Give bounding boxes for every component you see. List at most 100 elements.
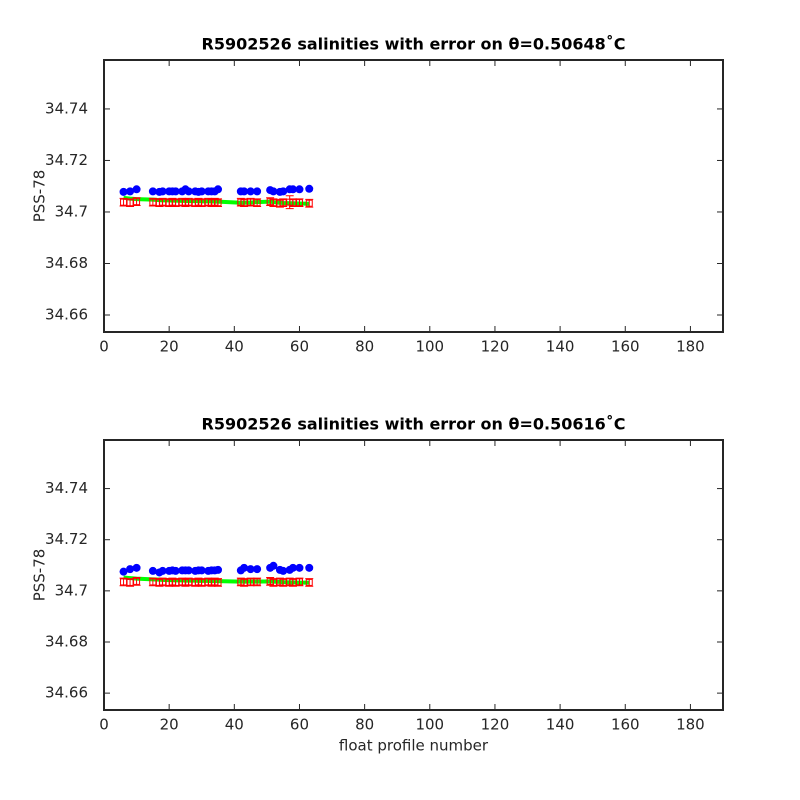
x-tick-label: 60 <box>290 716 309 734</box>
y-tick-label: 34.7 <box>55 202 88 220</box>
x-tick-label: 120 <box>481 716 510 734</box>
point <box>126 565 135 574</box>
y-tick-label: 34.72 <box>45 530 88 548</box>
point <box>158 566 167 575</box>
point <box>171 187 180 196</box>
point <box>269 199 277 207</box>
y-axis-label: PSS-78 <box>31 549 49 602</box>
chart-title: R5902526 salinities with error on θ=0.50… <box>202 415 626 434</box>
point <box>240 578 248 586</box>
x-tick-label: 140 <box>546 716 575 734</box>
point <box>295 185 304 194</box>
point <box>214 199 222 207</box>
point <box>253 187 262 196</box>
x-tick-label: 100 <box>415 716 444 734</box>
x-tick-label: 140 <box>546 338 575 356</box>
point <box>185 578 193 586</box>
x-tick-label: 80 <box>355 716 374 734</box>
axes-frame <box>103 59 724 333</box>
y-tick-label: 34.72 <box>45 151 88 169</box>
x-tick-label: 160 <box>611 338 640 356</box>
point <box>295 578 303 586</box>
point <box>246 187 255 196</box>
point <box>289 578 297 586</box>
point <box>247 198 255 206</box>
point <box>279 199 287 207</box>
point <box>149 578 157 586</box>
point <box>133 198 141 206</box>
x-axis-label: float profile number <box>339 737 489 755</box>
point <box>172 578 180 586</box>
y-tick-label: 34.66 <box>45 684 88 702</box>
point <box>119 187 128 196</box>
point <box>214 578 222 586</box>
point <box>133 577 141 585</box>
point <box>159 198 167 206</box>
y-tick-label: 34.74 <box>45 99 88 117</box>
point <box>171 566 180 575</box>
point <box>240 199 248 207</box>
point <box>185 198 193 206</box>
x-tick-label: 100 <box>415 338 444 356</box>
x-tick-label: 40 <box>225 338 244 356</box>
x-tick-label: 160 <box>611 716 640 734</box>
y-tick-label: 34.68 <box>45 254 88 272</box>
point <box>295 199 303 207</box>
point <box>253 565 262 574</box>
point <box>295 563 304 572</box>
y-axis-label: PSS-78 <box>31 170 49 223</box>
subplot: R5902526 salinities with error on θ=0.50… <box>31 415 724 755</box>
point <box>305 563 314 572</box>
point <box>172 199 180 207</box>
x-tick-label: 180 <box>676 716 705 734</box>
point <box>214 185 223 194</box>
point <box>184 566 193 575</box>
x-tick-label: 20 <box>160 338 179 356</box>
point <box>269 187 278 196</box>
point <box>198 578 206 586</box>
y-tick-label: 34.68 <box>45 632 88 650</box>
point <box>289 199 297 207</box>
point <box>149 198 157 206</box>
point <box>305 578 313 586</box>
point <box>158 187 167 196</box>
point <box>246 565 255 574</box>
y-tick-label: 34.66 <box>45 306 88 324</box>
axes-frame <box>103 439 724 711</box>
y-tick-label: 34.7 <box>55 581 88 599</box>
point <box>288 563 297 572</box>
point <box>279 578 287 586</box>
y-tick-label: 34.74 <box>45 479 88 497</box>
point <box>279 187 288 196</box>
point <box>126 199 134 207</box>
point <box>184 187 193 196</box>
point <box>126 187 135 196</box>
point <box>132 185 141 194</box>
point <box>120 198 128 206</box>
point <box>148 566 157 575</box>
point <box>269 561 278 570</box>
point <box>305 199 313 207</box>
x-tick-label: 20 <box>160 716 179 734</box>
x-tick-label: 120 <box>481 338 510 356</box>
point <box>240 563 249 572</box>
point <box>119 567 128 576</box>
point <box>247 578 255 586</box>
x-tick-label: 0 <box>99 716 109 734</box>
x-tick-label: 0 <box>99 338 109 356</box>
point <box>198 199 206 207</box>
subplot: R5902526 salinities with error on θ=0.50… <box>31 35 724 356</box>
x-tick-label: 180 <box>676 338 705 356</box>
point <box>120 578 128 586</box>
point <box>126 578 134 586</box>
point <box>214 565 223 574</box>
chart-title: R5902526 salinities with error on θ=0.50… <box>202 35 626 54</box>
point <box>288 185 297 194</box>
x-tick-label: 60 <box>290 338 309 356</box>
point <box>305 184 314 193</box>
point <box>269 578 277 586</box>
point <box>240 187 249 196</box>
point <box>148 187 157 196</box>
x-tick-label: 80 <box>355 338 374 356</box>
point <box>253 578 261 586</box>
